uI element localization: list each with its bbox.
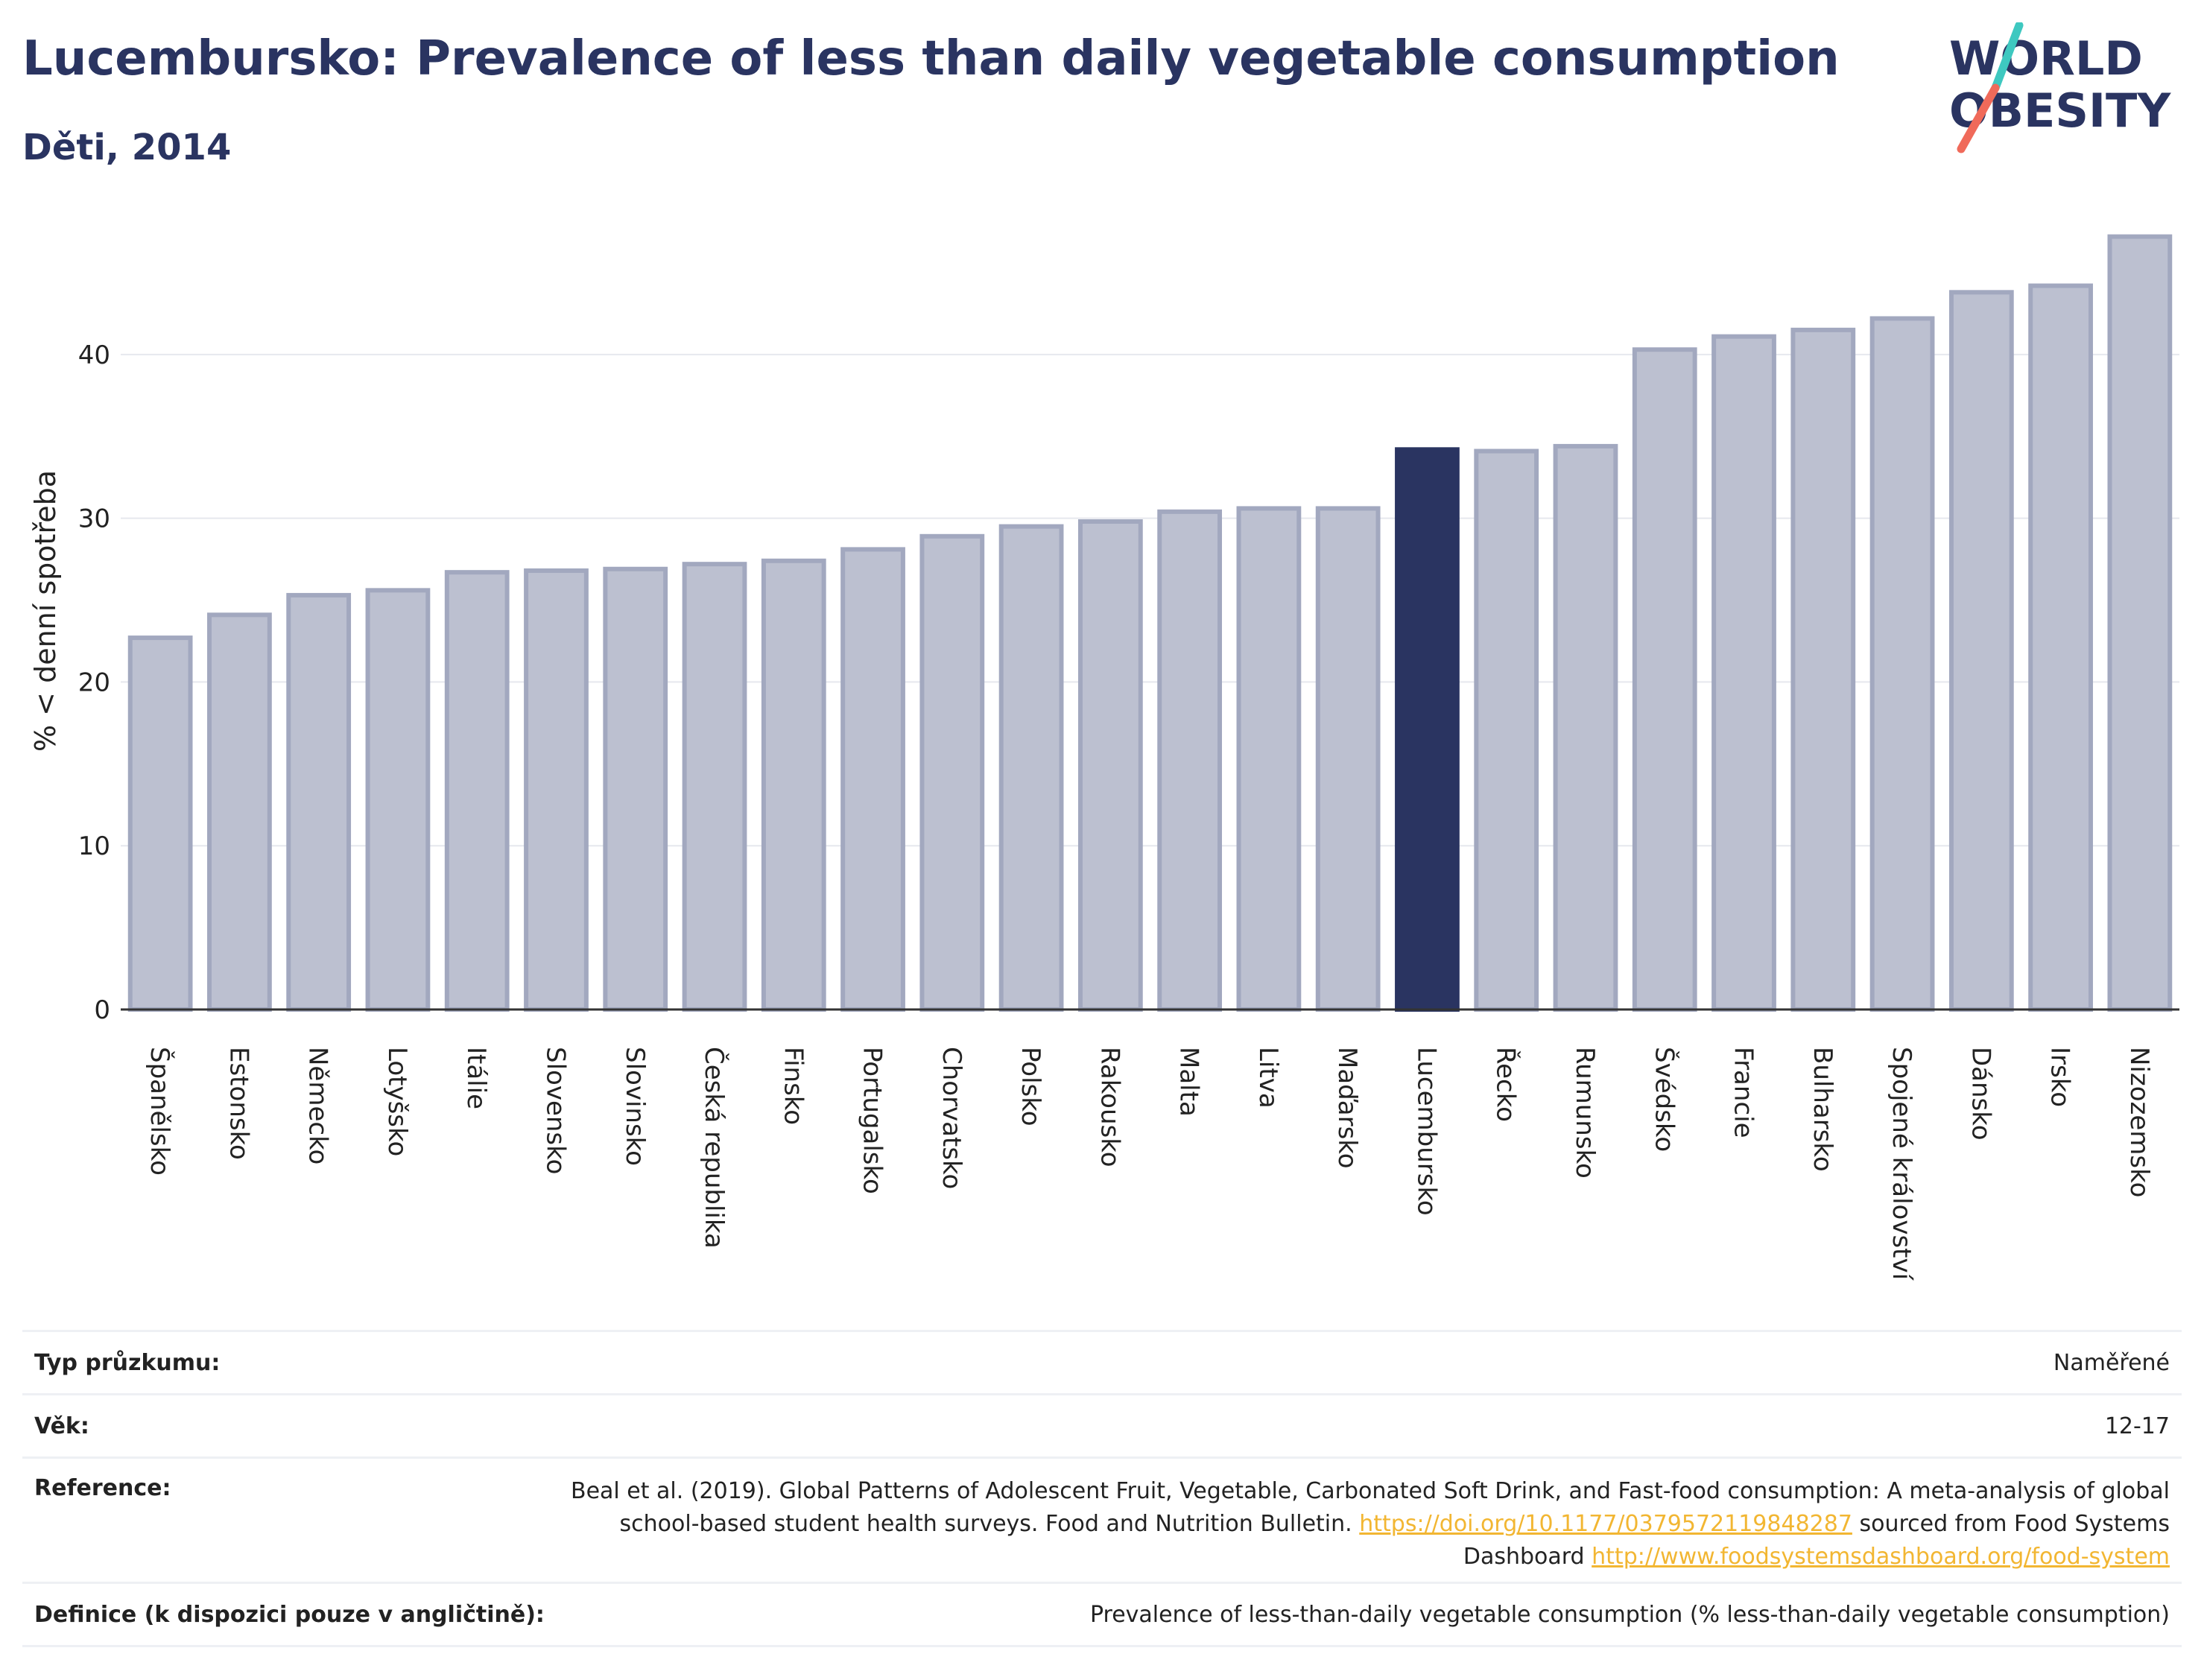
- bar-estonsko[interactable]: [207, 612, 272, 1012]
- x-tick-label: Litva: [1253, 1047, 1283, 1109]
- logo-slash-coral: [1957, 83, 2000, 153]
- x-tick-label: Řecko: [1491, 1047, 1521, 1122]
- info-row-survey-type: Typ průzkumu: Naměřené: [22, 1330, 2182, 1393]
- y-tick-label: 10: [78, 831, 110, 861]
- bar-lucembursko[interactable]: [1395, 447, 1460, 1012]
- x-tick-label: Španělsko: [145, 1047, 175, 1176]
- bar-německo[interactable]: [286, 592, 352, 1012]
- age-value: 12-17: [2104, 1413, 2170, 1439]
- x-tick-label: Malta: [1174, 1047, 1204, 1117]
- axis-layer: 0 10 20 30 40 Španělsko Estonsko Německo Lotyšsk…: [78, 340, 2179, 1281]
- bar-švédsko[interactable]: [1632, 347, 1697, 1012]
- y-tick-label: 40: [78, 340, 110, 370]
- x-tick-label: Chorvatsko: [937, 1047, 966, 1189]
- bar-irsko[interactable]: [2028, 283, 2093, 1012]
- x-tick-label: Francie: [1729, 1047, 1758, 1138]
- reference-dashboard-link[interactable]: http://www.foodsystemsdashboard.org/food…: [1592, 1544, 2170, 1570]
- reference-label: Reference:: [34, 1475, 171, 1501]
- x-tick-label: Lotyšsko: [382, 1047, 412, 1156]
- x-tick-label: Spojené království: [1887, 1047, 1916, 1281]
- bar-dánsko[interactable]: [1948, 290, 2014, 1012]
- bar-nizozemsko[interactable]: [2107, 234, 2173, 1012]
- survey-type-label: Typ průzkumu:: [34, 1349, 221, 1376]
- y-tick-label: 30: [78, 504, 110, 534]
- bar-španělsko[interactable]: [127, 635, 193, 1012]
- reference-text-1: Beal et al. (2019). Global Patterns of A…: [570, 1478, 2170, 1537]
- bar-layer: [127, 234, 2173, 1012]
- x-tick-label: Rumunsko: [1570, 1047, 1600, 1179]
- y-tick-label: 0: [94, 995, 110, 1025]
- bar-francie[interactable]: [1711, 334, 1776, 1012]
- definition-label: Definice (k dispozici pouze v angličtině…: [34, 1601, 545, 1628]
- x-tick-label: Nizozemsko: [2124, 1047, 2154, 1197]
- info-row-definition: Definice (k dispozici pouze v angličtině…: [22, 1582, 2182, 1647]
- bar-finsko[interactable]: [761, 558, 826, 1012]
- x-tick-label: Slovensko: [540, 1047, 570, 1174]
- bar-lotyšsko[interactable]: [365, 588, 431, 1012]
- x-tick-label: Polsko: [1016, 1047, 1045, 1126]
- bar-řecko[interactable]: [1474, 448, 1539, 1012]
- chart-title: Lucembursko: Prevalence of less than dai…: [22, 31, 1840, 86]
- x-tick-label: Itálie: [461, 1047, 491, 1109]
- bar-slovensko[interactable]: [524, 568, 589, 1012]
- definition-value: Prevalence of less-than-daily vegetable …: [1089, 1601, 2170, 1628]
- bar-polsko[interactable]: [998, 524, 1064, 1012]
- survey-type-value: Naměřené: [2053, 1349, 2170, 1376]
- info-row-age: Věk: 12-17: [22, 1393, 2182, 1456]
- bar-rumunsko[interactable]: [1553, 443, 1618, 1012]
- bar-litva[interactable]: [1236, 506, 1302, 1012]
- x-tick-label: Česká republika: [699, 1047, 729, 1249]
- chart-subtitle: Děti, 2014: [22, 127, 232, 168]
- bar-rakousko[interactable]: [1077, 519, 1143, 1012]
- bar-slovinsko[interactable]: [603, 566, 668, 1012]
- reference-text-2: sourced from Food Systems Dashboard: [1463, 1511, 2170, 1570]
- age-label: Věk:: [34, 1413, 89, 1439]
- x-tick-label: Irsko: [2045, 1047, 2075, 1107]
- info-table: Typ průzkumu: Naměřené Věk: 12-17 Refere…: [22, 1330, 2182, 1647]
- bar-chart: 0 10 20 30 40 Španělsko Estonsko Německo Lotyšsk…: [29, 234, 2179, 1281]
- logo-line1: WORLD: [1949, 31, 2143, 86]
- x-tick-label: Bulharsko: [1808, 1047, 1837, 1172]
- bar-bulharsko[interactable]: [1790, 327, 1856, 1012]
- bar-spojené-království[interactable]: [1869, 316, 1935, 1012]
- y-tick-label: 20: [78, 668, 110, 697]
- bar-malta[interactable]: [1157, 509, 1223, 1012]
- x-tick-label: Lucembursko: [1411, 1047, 1441, 1216]
- logo-slash-teal: [1991, 22, 2024, 92]
- y-axis-label: % < denní spotřeba: [29, 470, 62, 752]
- x-tick-label: Maďarsko: [1332, 1047, 1362, 1169]
- info-row-reference: Reference: Beal et al. (2019). Global Pa…: [22, 1456, 2182, 1582]
- bar-portugalsko[interactable]: [840, 547, 905, 1012]
- bar-chorvatsko[interactable]: [919, 533, 985, 1012]
- x-tick-label: Dánsko: [1966, 1047, 1995, 1141]
- bar-itálie[interactable]: [444, 570, 510, 1012]
- x-tick-label: Rakousko: [1095, 1047, 1124, 1167]
- x-tick-label: Finsko: [778, 1047, 808, 1125]
- reference-value: Beal et al. (2019). Global Patterns of A…: [531, 1475, 2182, 1573]
- x-tick-label: Estonsko: [224, 1047, 253, 1160]
- bar-maďarsko[interactable]: [1315, 506, 1381, 1012]
- x-tick-label: Slovinsko: [620, 1047, 650, 1166]
- x-tick-label: Švédsko: [1649, 1047, 1679, 1152]
- bar-česká-republika[interactable]: [682, 562, 747, 1012]
- x-tick-label: Portugalsko: [858, 1047, 887, 1194]
- world-obesity-logo: WORLD OBESITY: [1949, 22, 2171, 153]
- x-tick-label: Německo: [303, 1047, 333, 1164]
- reference-doi-link[interactable]: https://doi.org/10.1177/0379572119848287: [1359, 1511, 1852, 1537]
